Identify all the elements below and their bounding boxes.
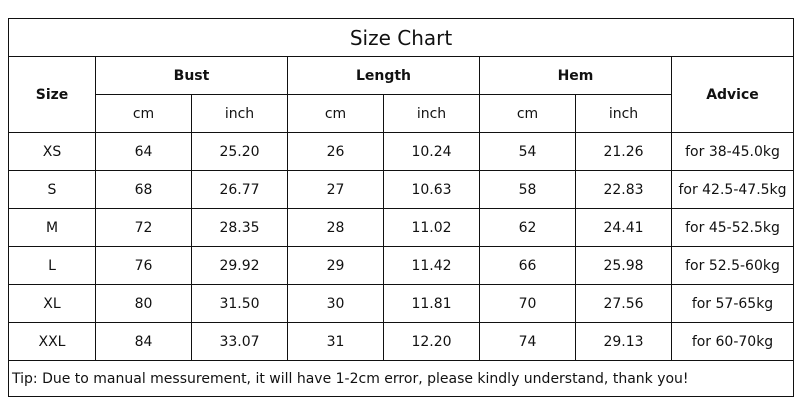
header-size: Size — [8, 56, 96, 133]
unit-header: cm — [95, 94, 192, 133]
size-cell: L — [8, 246, 96, 285]
measurement-cell: 66 — [479, 246, 576, 285]
table-row: XS 64 25.20 26 10.24 54 21.26 for 38-45.0kg — [8, 132, 794, 171]
measurement-cell: 28.35 — [191, 208, 288, 247]
table-row: M 72 28.35 28 11.02 62 24.41 for 45-52.5kg — [8, 208, 794, 247]
measurement-cell: 29.13 — [575, 322, 672, 361]
size-cell: S — [8, 170, 96, 209]
measurement-cell: 25.20 — [191, 132, 288, 171]
measurement-cell: 26 — [287, 132, 384, 171]
measurement-cell: 31.50 — [191, 284, 288, 323]
table-row: XXL 84 33.07 31 12.20 74 29.13 for 60-70kg — [8, 322, 794, 361]
tip-text: Tip: Due to manual messurement, it will … — [8, 360, 794, 397]
measurement-cell: 80 — [95, 284, 192, 323]
header-bust: Bust — [95, 56, 288, 95]
measurement-cell: 10.24 — [383, 132, 480, 171]
unit-header: cm — [287, 94, 384, 133]
measurement-cell: 27 — [287, 170, 384, 209]
measurement-cell: 27.56 — [575, 284, 672, 323]
advice-cell: for 52.5-60kg — [671, 246, 794, 285]
table-row: XL 80 31.50 30 11.81 70 27.56 for 57-65kg — [8, 284, 794, 323]
measurement-cell: 58 — [479, 170, 576, 209]
measurement-cell: 31 — [287, 322, 384, 361]
header-hem: Hem — [479, 56, 672, 95]
header-advice: Advice — [671, 56, 794, 133]
size-cell: XXL — [8, 322, 96, 361]
table-row: S 68 26.77 27 10.63 58 22.83 for 42.5-47.5kg — [8, 170, 794, 209]
measurement-cell: 64 — [95, 132, 192, 171]
measurement-cell: 25.98 — [575, 246, 672, 285]
unit-header: inch — [575, 94, 672, 133]
header-row: Size Bust Length Hem Advice — [8, 56, 794, 133]
unit-header: inch — [191, 94, 288, 133]
measurement-cell: 21.26 — [575, 132, 672, 171]
measurement-cell: 76 — [95, 246, 192, 285]
advice-cell: for 42.5-47.5kg — [671, 170, 794, 209]
measurement-cell: 54 — [479, 132, 576, 171]
measurement-cell: 28 — [287, 208, 384, 247]
measurement-cell: 29 — [287, 246, 384, 285]
measurement-cell: 70 — [479, 284, 576, 323]
size-cell: XS — [8, 132, 96, 171]
unit-header: inch — [383, 94, 480, 133]
size-cell: M — [8, 208, 96, 247]
advice-cell: for 57-65kg — [671, 284, 794, 323]
measurement-cell: 24.41 — [575, 208, 672, 247]
size-cell: XL — [8, 284, 96, 323]
measurement-cell: 11.42 — [383, 246, 480, 285]
measurement-cell: 11.02 — [383, 208, 480, 247]
measurement-cell: 62 — [479, 208, 576, 247]
measurement-cell: 26.77 — [191, 170, 288, 209]
measurement-cell: 84 — [95, 322, 192, 361]
measurement-cell: 30 — [287, 284, 384, 323]
measurement-cell: 33.07 — [191, 322, 288, 361]
measurement-cell: 29.92 — [191, 246, 288, 285]
title-row: Size Chart — [8, 18, 794, 57]
measurement-cell: 10.63 — [383, 170, 480, 209]
unit-row: cm inch cm inch cm inch — [9, 94, 794, 133]
table-row: L 76 29.92 29 11.42 66 25.98 for 52.5-60kg — [8, 246, 794, 285]
table-title: Size Chart — [8, 18, 794, 57]
measurement-cell: 72 — [95, 208, 192, 247]
size-chart-table: Size Chart Size Bust Length Hem Advice c… — [8, 18, 794, 397]
measurement-cell: 68 — [95, 170, 192, 209]
advice-cell: for 38-45.0kg — [671, 132, 794, 171]
measurement-cell: 74 — [479, 322, 576, 361]
measurement-cell: 11.81 — [383, 284, 480, 323]
unit-header: cm — [479, 94, 576, 133]
advice-cell: for 60-70kg — [671, 322, 794, 361]
header-length: Length — [287, 56, 480, 95]
tip-row: Tip: Due to manual messurement, it will … — [8, 360, 794, 397]
measurement-cell: 22.83 — [575, 170, 672, 209]
advice-cell: for 45-52.5kg — [671, 208, 794, 247]
measurement-cell: 12.20 — [383, 322, 480, 361]
